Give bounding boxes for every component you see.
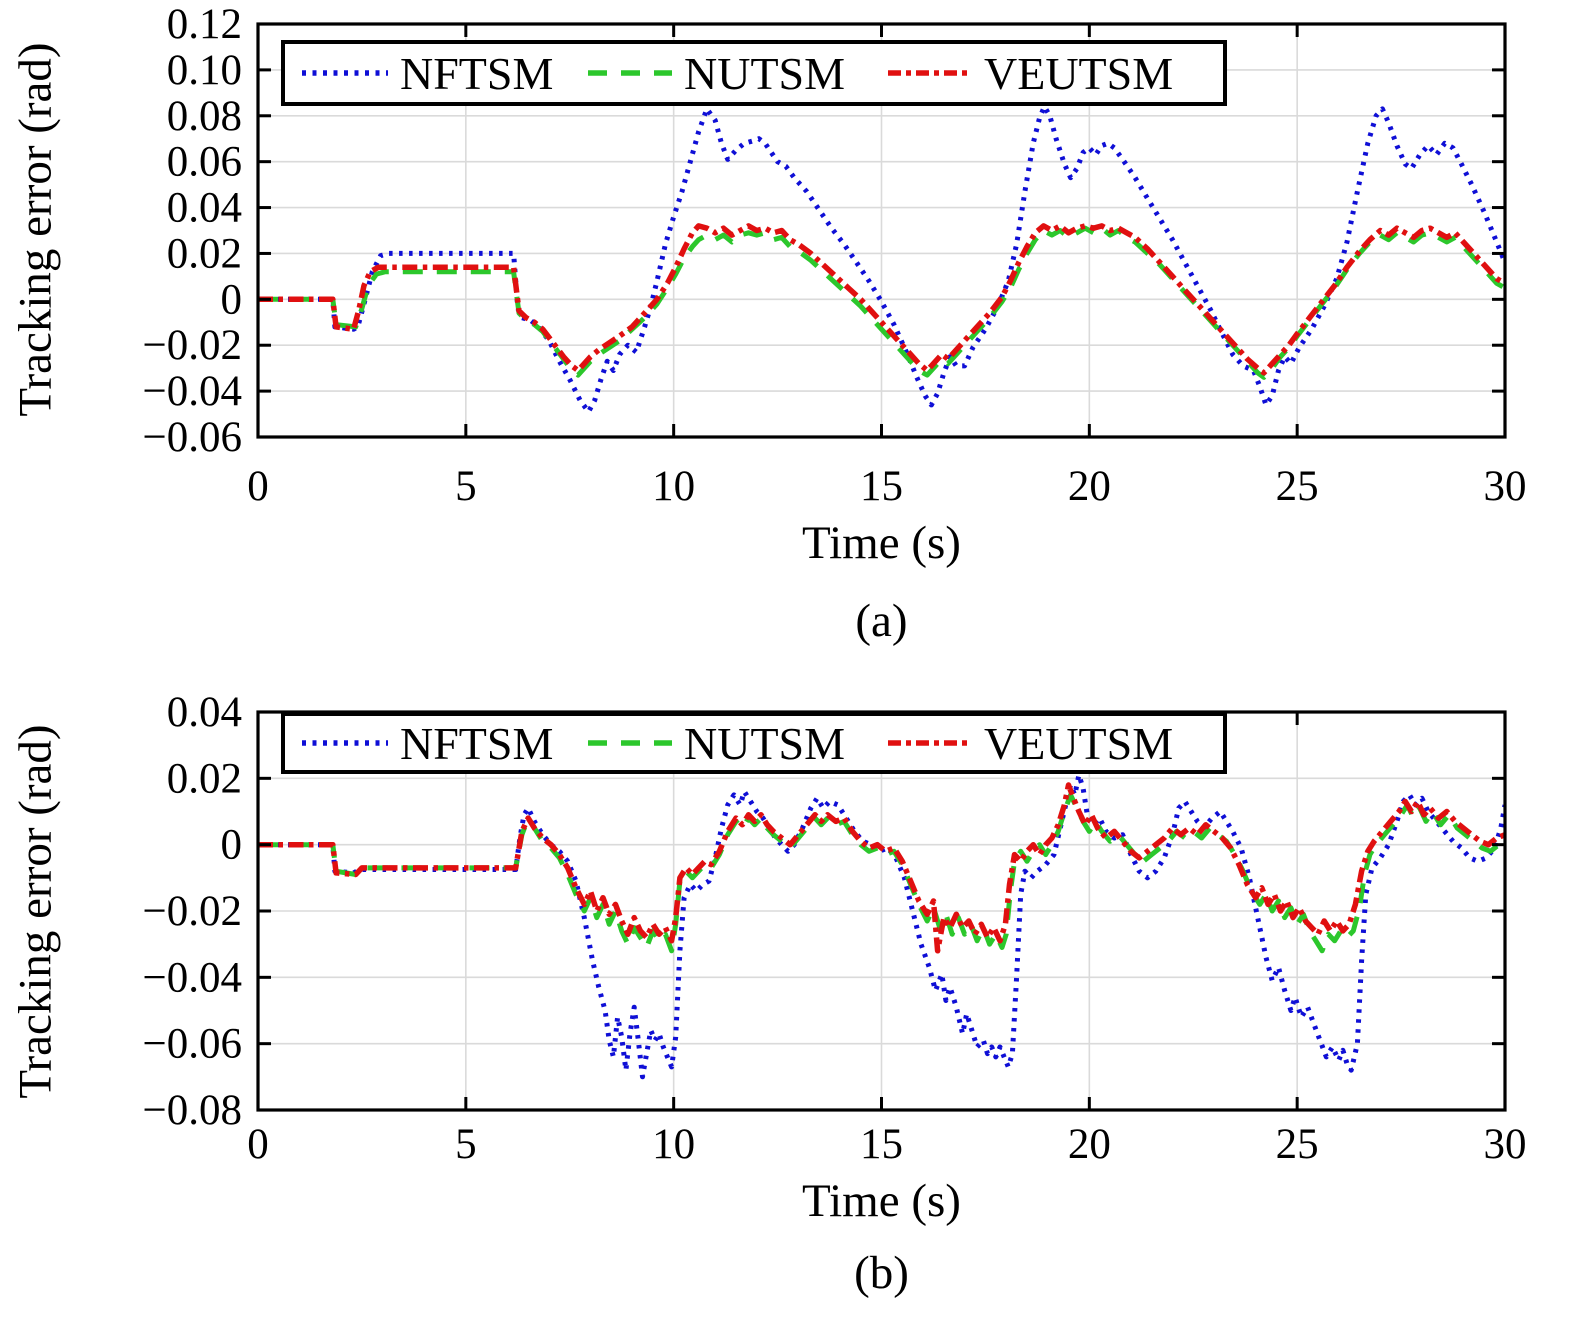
legend-label-veutsm: VEUTSM <box>984 718 1173 769</box>
x-tick-label: 5 <box>455 1121 477 1168</box>
panel-caption-a: (a) <box>855 595 908 647</box>
legend-label-veutsm: VEUTSM <box>984 48 1173 99</box>
legend-label-nutsm: NUTSM <box>684 718 845 769</box>
panel-a: 0 5 10 15 20 25 300.120.100.080.060.040.020−0.… <box>142 1 1526 510</box>
legend: NFTSM NUTSM VEUTSM <box>281 712 1227 774</box>
x-tick-label: 0 <box>247 1121 269 1168</box>
legend-label-nftsm: NFTSM <box>400 48 553 99</box>
y-tick-label: 0.02 <box>167 230 242 277</box>
y-axis-label-b: Tracking error (rad) <box>9 724 62 1099</box>
x-tick-label: 20 <box>1068 1121 1111 1168</box>
x-tick-label: 0 <box>247 463 269 510</box>
series-line-nutsm <box>258 225 1506 380</box>
y-tick-label: 0 <box>221 822 243 869</box>
y-tick-label: −0.04 <box>142 954 242 1001</box>
y-tick-label: −0.04 <box>142 368 242 415</box>
y-tick-label: −0.08 <box>142 1087 242 1134</box>
x-tick-label: 30 <box>1484 463 1527 510</box>
y-tick-label: −0.02 <box>142 888 242 935</box>
x-tick-label: 15 <box>860 463 903 510</box>
y-axis-label-a: Tracking error (rad) <box>9 42 62 417</box>
x-axis-label-b: Time (s) <box>802 1175 961 1227</box>
y-tick-label: −0.06 <box>142 414 242 461</box>
panel-b: 0 5 10 15 20 25 30 0.04 0.02 0 −0.02 −0.04 −0.06 −0.0… <box>142 689 1526 1168</box>
series-line-veutsm <box>258 223 1506 376</box>
legend: NFTSM NUTSM VEUTSM <box>281 40 1227 106</box>
series-line-nutsm <box>258 792 1506 954</box>
y-tick-label: −0.02 <box>142 322 242 369</box>
y-tick-label: 0.04 <box>167 689 242 736</box>
x-tick-label: 10 <box>652 463 695 510</box>
y-tick-label: 0.12 <box>167 1 242 48</box>
x-axis-label-a: Time (s) <box>802 517 961 569</box>
y-tick-label: 0 <box>221 276 243 323</box>
x-tick-label: 25 <box>1276 1121 1319 1168</box>
y-tick-label: 0.08 <box>167 93 242 140</box>
x-tick-label: 5 <box>455 463 477 510</box>
y-tick-label: 0.02 <box>167 755 242 802</box>
y-tick-label: 0.04 <box>167 185 242 232</box>
series-line-veutsm <box>258 782 1506 954</box>
x-tick-label: 15 <box>860 1121 903 1168</box>
panel-caption-b: (b) <box>854 1247 909 1299</box>
x-tick-label: 25 <box>1276 463 1319 510</box>
x-tick-label: 30 <box>1484 1121 1527 1168</box>
y-tick-label: −0.06 <box>142 1021 242 1068</box>
legend-label-nutsm: NUTSM <box>684 48 845 99</box>
x-tick-label: 10 <box>652 1121 695 1168</box>
legend-box <box>281 40 1227 106</box>
y-tick-label: 0.06 <box>167 139 242 186</box>
x-tick-label: 20 <box>1068 463 1111 510</box>
legend-label-nftsm: NFTSM <box>400 718 553 769</box>
y-tick-label: 0.10 <box>167 47 242 94</box>
legend-box <box>281 712 1227 774</box>
